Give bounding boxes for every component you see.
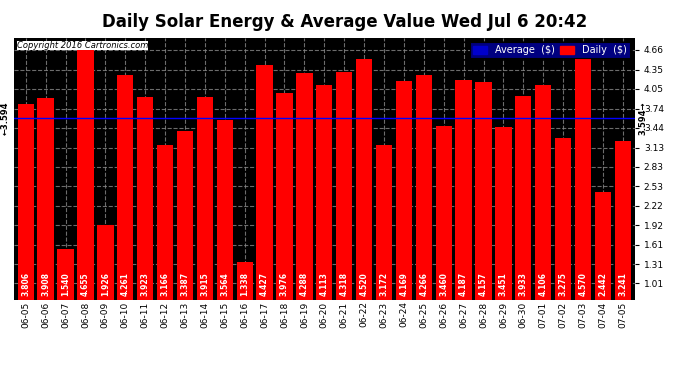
Bar (57, 249, 74, 348)
Bar (396, 81, 412, 348)
Text: 1.338: 1.338 (240, 272, 249, 296)
Bar (316, 85, 333, 348)
Bar (376, 145, 392, 348)
Bar (356, 58, 373, 348)
Text: 3.564: 3.564 (220, 272, 229, 296)
Text: 3.976: 3.976 (280, 272, 289, 296)
Text: 3.172: 3.172 (380, 272, 388, 296)
Bar (97, 225, 114, 348)
Bar (475, 82, 492, 348)
Text: 3.275: 3.275 (559, 272, 568, 296)
Bar (117, 75, 133, 348)
Bar (415, 75, 432, 348)
Bar (197, 98, 213, 348)
Bar (495, 127, 511, 348)
Text: 4.318: 4.318 (339, 272, 348, 296)
Text: 1.540: 1.540 (61, 272, 70, 296)
Bar (177, 131, 193, 348)
Text: 3.923: 3.923 (141, 272, 150, 296)
Text: 4.106: 4.106 (539, 272, 548, 296)
Text: 3.594→: 3.594→ (639, 101, 648, 135)
Text: 3.460: 3.460 (440, 272, 449, 296)
Text: 3.451: 3.451 (499, 272, 508, 296)
Bar (615, 141, 631, 348)
Bar (575, 56, 591, 348)
Bar (17, 104, 34, 348)
Text: 1.926: 1.926 (101, 272, 110, 296)
Bar (37, 98, 54, 348)
Text: 4.570: 4.570 (578, 272, 588, 296)
Text: 3.915: 3.915 (200, 272, 209, 296)
Bar (217, 120, 233, 348)
Text: Daily Solar Energy & Average Value Wed Jul 6 20:42: Daily Solar Energy & Average Value Wed J… (102, 13, 588, 31)
Bar (515, 96, 531, 348)
Text: 3.806: 3.806 (21, 272, 30, 296)
Bar (237, 262, 253, 348)
Text: 3.908: 3.908 (41, 272, 50, 296)
Text: 3.241: 3.241 (618, 272, 627, 296)
Text: 4.187: 4.187 (459, 272, 468, 296)
Bar (137, 97, 153, 348)
Bar (455, 80, 472, 348)
Text: Copyright 2016 Cartronics.com: Copyright 2016 Cartronics.com (17, 42, 148, 51)
Bar (296, 74, 313, 348)
Text: 4.157: 4.157 (479, 272, 488, 296)
Text: 3.933: 3.933 (519, 272, 528, 296)
Bar (157, 146, 173, 348)
Bar (535, 85, 551, 348)
Bar (276, 93, 293, 348)
Text: 4.113: 4.113 (319, 272, 329, 296)
Bar (77, 50, 94, 348)
Bar (435, 126, 452, 348)
Text: 4.288: 4.288 (300, 272, 309, 296)
Text: 4.520: 4.520 (359, 272, 368, 296)
Text: 4.169: 4.169 (400, 272, 408, 296)
Text: 2.442: 2.442 (598, 272, 607, 296)
Legend: Average  ($), Daily  ($): Average ($), Daily ($) (470, 42, 630, 58)
Text: 4.261: 4.261 (121, 272, 130, 296)
Bar (595, 192, 611, 348)
Bar (336, 72, 353, 348)
Text: 3.166: 3.166 (161, 272, 170, 296)
Text: 4.427: 4.427 (260, 272, 269, 296)
Text: 4.266: 4.266 (420, 272, 428, 296)
Bar (555, 138, 571, 348)
Text: 4.655: 4.655 (81, 272, 90, 296)
Text: ←3.594: ←3.594 (1, 101, 10, 135)
Bar (257, 64, 273, 348)
Text: 3.387: 3.387 (181, 272, 190, 296)
